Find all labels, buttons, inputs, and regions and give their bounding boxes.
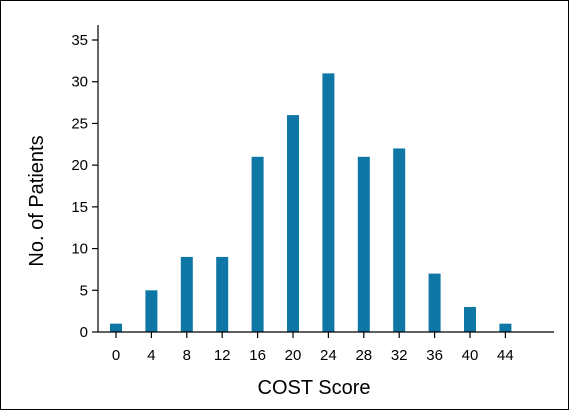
x-tick-label: 8 [183, 347, 191, 364]
bar-4 [145, 290, 158, 332]
y-axis-title: No. of Patients [26, 135, 48, 266]
bar-16 [251, 156, 264, 332]
x-tick-label: 12 [214, 347, 231, 364]
x-tick-label: 20 [285, 347, 302, 364]
bar-20 [287, 115, 299, 332]
x-axis-title: COST Score [258, 377, 371, 399]
x-tick-label: 40 [462, 347, 479, 364]
bar-36 [428, 273, 441, 332]
y-tick-label: 5 [80, 282, 88, 299]
x-tick-label: 32 [391, 347, 408, 364]
bar-0 [110, 323, 122, 332]
bar-32 [393, 148, 406, 332]
bar-12 [216, 256, 229, 332]
bar-8 [180, 256, 193, 332]
x-tick-label: 44 [497, 347, 514, 364]
x-tick-label: 4 [147, 347, 155, 364]
x-tick-label: 28 [355, 347, 372, 364]
x-tick-label: 36 [426, 347, 443, 364]
x-tick-label: 24 [320, 347, 337, 364]
x-ticks-group: 0 4 8 12 16 20 24 28 32 36 40 44 [112, 332, 514, 364]
y-tick-label: 0 [80, 324, 88, 341]
bar-28 [357, 156, 370, 332]
bar-40 [464, 306, 476, 332]
y-ticks-group: 0 5 10 15 20 25 30 35 [71, 32, 98, 341]
y-tick-label: 35 [71, 32, 88, 49]
y-tick-label: 10 [71, 241, 88, 258]
y-tick-label: 25 [71, 115, 88, 132]
y-tick-label: 30 [71, 74, 88, 91]
x-tick-label: 16 [249, 347, 266, 364]
y-tick-label: 20 [71, 157, 88, 174]
bar-44 [499, 323, 512, 332]
y-tick-label: 15 [71, 199, 88, 216]
bars-group [110, 73, 512, 332]
bar-24 [322, 73, 335, 332]
x-tick-label: 0 [112, 347, 120, 364]
